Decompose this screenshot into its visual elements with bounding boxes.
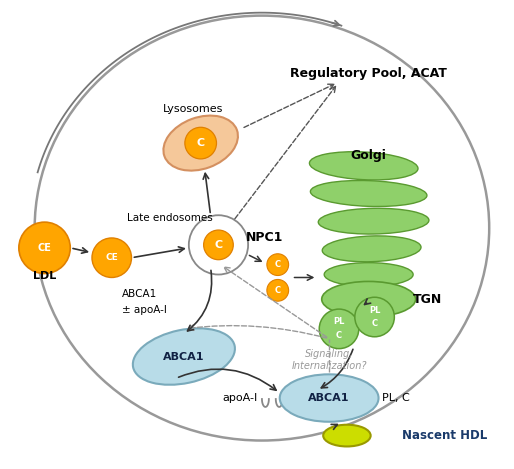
Ellipse shape — [92, 238, 132, 278]
Ellipse shape — [322, 281, 416, 317]
Text: C: C — [372, 319, 378, 328]
Text: Nascent HDL: Nascent HDL — [402, 429, 487, 442]
Ellipse shape — [323, 425, 371, 446]
Text: apoA-I: apoA-I — [223, 393, 258, 403]
Text: Golgi: Golgi — [351, 150, 387, 162]
Text: ABCA1: ABCA1 — [163, 352, 205, 362]
Ellipse shape — [310, 181, 427, 206]
Text: ± apoA-I: ± apoA-I — [122, 305, 167, 315]
Text: CE: CE — [38, 243, 51, 253]
Text: TGN: TGN — [413, 293, 443, 306]
Ellipse shape — [318, 208, 429, 234]
Ellipse shape — [324, 263, 413, 287]
Ellipse shape — [267, 254, 289, 275]
Text: Regulatory Pool, ACAT: Regulatory Pool, ACAT — [290, 68, 447, 80]
Text: Internalization?: Internalization? — [291, 362, 367, 371]
Text: Signaling,: Signaling, — [305, 348, 353, 359]
Text: CE: CE — [105, 253, 118, 262]
Text: ABCA1: ABCA1 — [122, 289, 157, 299]
Text: C: C — [336, 331, 342, 340]
Text: PL: PL — [334, 318, 345, 326]
Ellipse shape — [189, 215, 248, 274]
Ellipse shape — [319, 309, 359, 348]
Text: Lysosomes: Lysosomes — [162, 105, 223, 114]
Text: PL, C: PL, C — [382, 393, 410, 403]
Ellipse shape — [163, 115, 238, 171]
Ellipse shape — [322, 236, 421, 262]
Text: C: C — [197, 138, 205, 148]
Ellipse shape — [19, 222, 70, 273]
Ellipse shape — [309, 151, 418, 180]
Text: NPC1: NPC1 — [246, 232, 284, 244]
Text: C: C — [214, 240, 223, 250]
Ellipse shape — [185, 127, 216, 159]
Text: Late endosomes: Late endosomes — [126, 213, 212, 223]
Text: LDL: LDL — [33, 271, 56, 280]
Ellipse shape — [267, 280, 289, 301]
Text: C: C — [274, 286, 281, 295]
Text: PL: PL — [369, 306, 380, 315]
Ellipse shape — [280, 374, 378, 422]
Ellipse shape — [133, 328, 235, 385]
Text: C: C — [274, 260, 281, 269]
Ellipse shape — [355, 297, 394, 337]
Text: ABCA1: ABCA1 — [308, 393, 350, 403]
Ellipse shape — [204, 230, 233, 260]
